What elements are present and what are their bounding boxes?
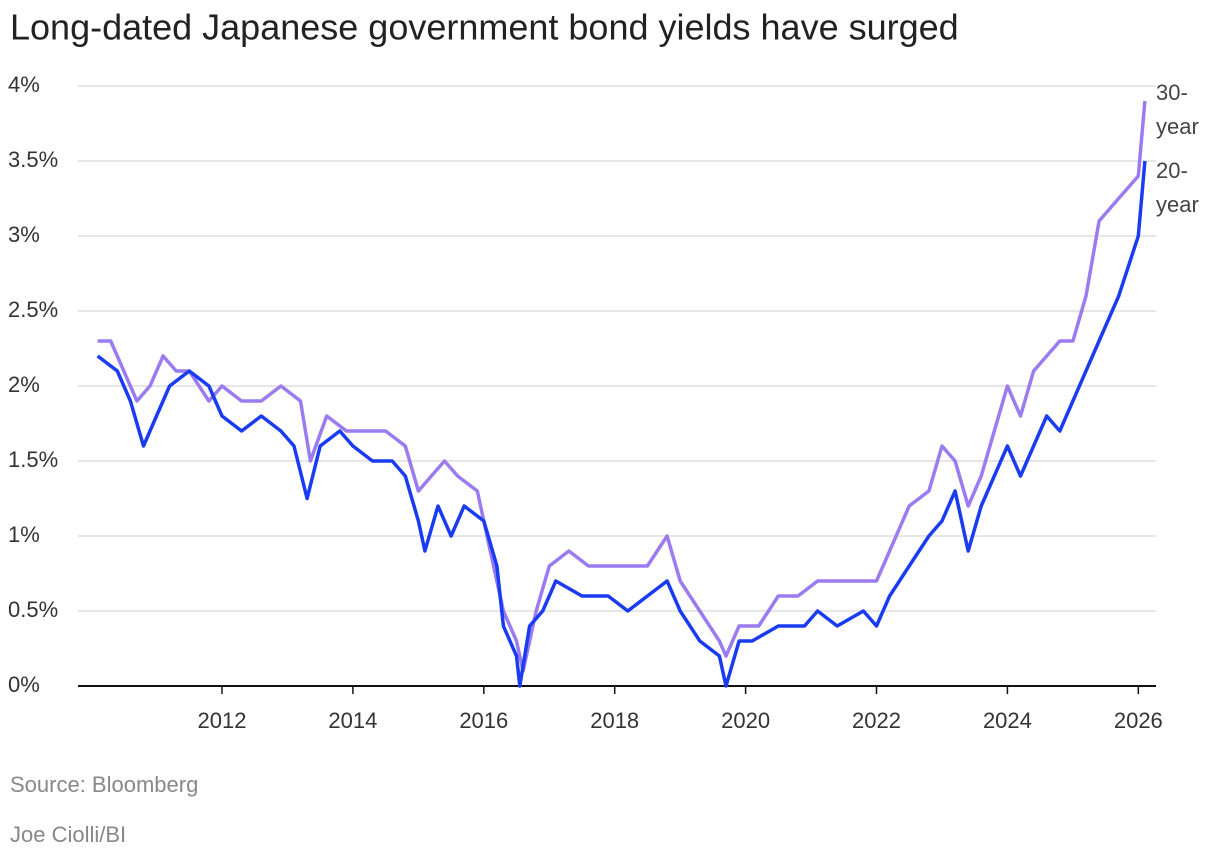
credit: Joe Ciolli/BI — [10, 822, 126, 847]
series-label-part: 20- — [1156, 158, 1188, 183]
y-tick-label: 0% — [8, 672, 40, 697]
x-tick-label: 2026 — [1114, 708, 1163, 733]
series-line — [97, 100, 1147, 673]
y-tick-label: 4% — [8, 72, 40, 97]
x-tick-label: 2012 — [198, 708, 247, 733]
y-tick-label: 2% — [8, 372, 40, 397]
x-tick-label: 2022 — [852, 708, 901, 733]
y-tick-label: 3% — [8, 222, 40, 247]
x-tick-label: 2014 — [328, 708, 377, 733]
x-tick-label: 2016 — [459, 708, 508, 733]
x-tick-label: 2018 — [590, 708, 639, 733]
y-tick-label: 1.5% — [8, 447, 58, 472]
y-tick-label: 1% — [8, 522, 40, 547]
x-tick-label: 2024 — [983, 708, 1032, 733]
source: Source: Bloomberg — [10, 772, 198, 797]
chart-title: Long-dated Japanese government bond yiel… — [10, 7, 959, 48]
series-line — [96, 160, 1147, 688]
series-label: 30- year — [1156, 80, 1199, 139]
y-tick-label: 2.5% — [8, 297, 58, 322]
series-label-part: year — [1156, 114, 1199, 139]
series-label-part: 30- — [1156, 80, 1188, 105]
series-label: 20- year — [1156, 158, 1199, 217]
x-tick-label: 2020 — [721, 708, 770, 733]
y-tick-label: 3.5% — [8, 147, 58, 172]
y-tick-label: 0.5% — [8, 597, 58, 622]
series-label-part: year — [1156, 192, 1199, 217]
